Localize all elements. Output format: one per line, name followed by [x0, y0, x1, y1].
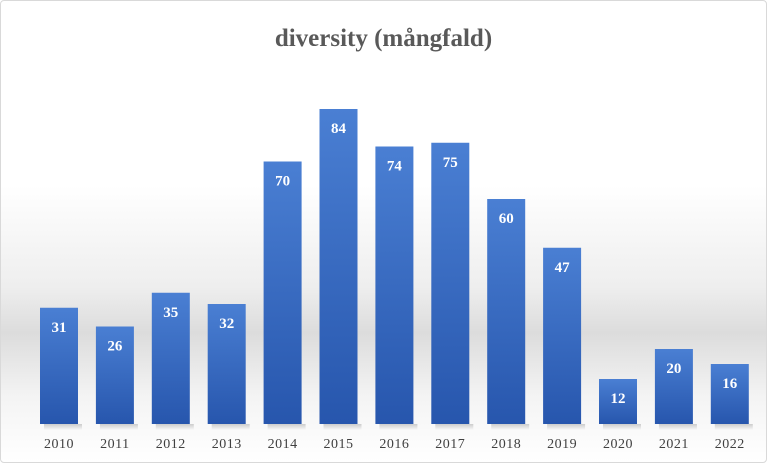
- bar-shadow-2013: [211, 424, 250, 430]
- bar-shadow-2020: [603, 424, 641, 430]
- x-tick-label-2010: 2010: [44, 437, 74, 452]
- bar-2016: [375, 146, 414, 424]
- x-axis-ticks: 2010 2011 2012 2013 2014 2015 2016 2017 2018 2019…: [44, 437, 745, 452]
- bar-shadow-2019: [547, 424, 586, 430]
- x-tick-label-2017: 2017: [435, 437, 465, 452]
- bar-2011: [95, 326, 134, 424]
- bar-2012: [151, 292, 190, 424]
- bar-shadow-2015: [323, 424, 362, 430]
- data-label-2020: 12: [611, 391, 626, 407]
- bar-shadow-2014: [267, 424, 306, 430]
- x-tick-label-2012: 2012: [156, 437, 186, 452]
- data-label-2013: 32: [219, 316, 234, 332]
- bar-2019: [543, 247, 582, 424]
- x-tick-label-2014: 2014: [268, 437, 298, 452]
- bar-shadow-2012: [155, 424, 194, 430]
- data-label-2010: 31: [52, 320, 67, 336]
- x-tick-label-2019: 2019: [547, 437, 577, 452]
- x-tick-label-2011: 2011: [100, 437, 129, 452]
- bar-2020: [599, 379, 637, 424]
- bar-shadow-2011: [99, 424, 138, 430]
- data-labels-layer: 31 26 35 32 70 84 74 75 60 47 12 20 16: [52, 121, 738, 407]
- bar-shadow-2017: [435, 424, 474, 430]
- bar-shadow-2010: [44, 424, 82, 430]
- data-label-2014: 70: [275, 174, 290, 190]
- bar-shadow-2018: [491, 424, 530, 430]
- bar-2014: [263, 161, 302, 424]
- data-label-2011: 26: [107, 339, 123, 355]
- bar-2021: [654, 349, 693, 424]
- data-label-2017: 75: [443, 155, 458, 171]
- x-tick-label-2021: 2021: [659, 437, 689, 452]
- chart-title: diversity (mångfald): [274, 25, 493, 52]
- x-tick-label-2015: 2015: [324, 437, 354, 452]
- data-label-2018: 60: [499, 211, 514, 227]
- data-label-2021: 20: [666, 361, 681, 377]
- bars-layer: [40, 109, 753, 430]
- bar-shadow-2016: [379, 424, 418, 430]
- x-tick-label-2016: 2016: [379, 437, 409, 452]
- data-label-2022: 16: [722, 376, 738, 392]
- data-label-2012: 35: [163, 305, 178, 321]
- x-tick-label-2018: 2018: [491, 437, 521, 452]
- bar-2018: [487, 199, 526, 424]
- bar-shadow-2022: [714, 424, 753, 430]
- x-tick-label-2022: 2022: [715, 437, 745, 452]
- bar-2013: [207, 304, 246, 424]
- bar-2022: [710, 364, 749, 424]
- data-label-2015: 84: [331, 121, 347, 137]
- bar-2010: [40, 307, 78, 424]
- data-label-2019: 47: [555, 260, 571, 276]
- bar-shadow-2021: [658, 424, 697, 430]
- bar-2015: [319, 109, 358, 424]
- data-label-2016: 74: [387, 159, 403, 175]
- x-tick-label-2013: 2013: [212, 437, 242, 452]
- x-tick-label-2020: 2020: [603, 437, 633, 452]
- bar-2017: [431, 142, 470, 424]
